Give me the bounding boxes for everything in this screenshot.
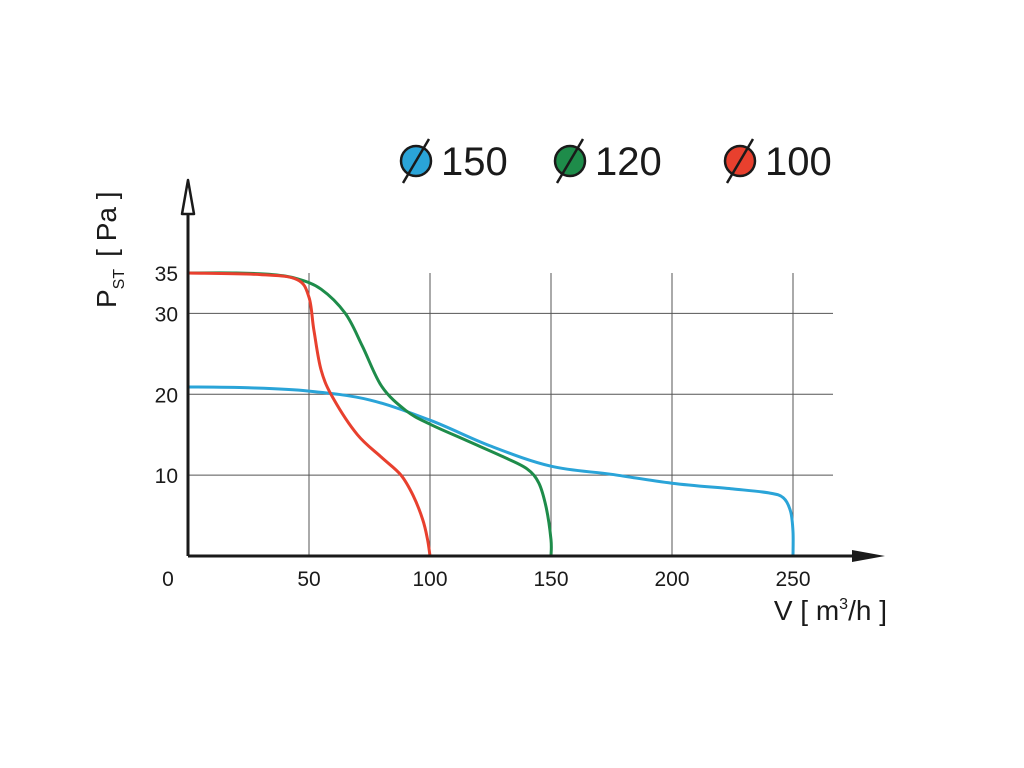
legend: 150 120 100 bbox=[399, 138, 832, 184]
x-axis-title-main: V [ m bbox=[774, 595, 839, 626]
x-axis-arrow-icon bbox=[852, 550, 885, 562]
y-axis-title: PST [ Pa ] bbox=[91, 191, 128, 308]
y-axis-title-unit: [ Pa ] bbox=[91, 191, 122, 256]
series-line-120 bbox=[186, 271, 553, 558]
x-tick-label: 50 bbox=[297, 568, 320, 591]
legend-item-100: 100 bbox=[723, 138, 832, 184]
legend-item-120: 120 bbox=[553, 138, 662, 184]
series-lines bbox=[186, 271, 795, 558]
diameter-slash bbox=[555, 138, 585, 184]
legend-label: 120 bbox=[595, 140, 662, 184]
x-axis-title: V [ m3/h ] bbox=[774, 595, 887, 626]
y-tick-label: 10 bbox=[155, 465, 178, 488]
x-tick-label: 150 bbox=[533, 568, 568, 591]
y-tick-label: 30 bbox=[155, 303, 178, 326]
y-axis-title-sub: ST bbox=[111, 269, 128, 290]
y-tick-labels: 10 20 30 35 bbox=[155, 263, 178, 488]
series-line-150 bbox=[186, 385, 795, 558]
legend-item-150: 150 bbox=[399, 138, 508, 184]
y-tick-label: 20 bbox=[155, 384, 178, 407]
x-tick-labels: 0 50 100 150 200 250 bbox=[162, 568, 810, 591]
series-line-100 bbox=[186, 271, 432, 558]
x-tick-label: 100 bbox=[412, 568, 447, 591]
legend-label: 150 bbox=[441, 140, 508, 184]
axes bbox=[180, 178, 885, 562]
y-tick-label: 35 bbox=[155, 263, 178, 286]
y-axis-title-main: P bbox=[91, 289, 122, 308]
x-tick-label: 200 bbox=[654, 568, 689, 591]
legend-label: 100 bbox=[765, 140, 832, 184]
grid-lines bbox=[188, 273, 833, 556]
y-axis-arrow-icon bbox=[180, 178, 196, 216]
x-axis-title-end: /h ] bbox=[848, 595, 887, 626]
x-tick-label: 0 bbox=[162, 568, 174, 591]
diameter-slash bbox=[401, 138, 431, 184]
x-axis-title-sup: 3 bbox=[839, 596, 848, 613]
diameter-slash bbox=[725, 138, 755, 184]
x-tick-label: 250 bbox=[775, 568, 810, 591]
